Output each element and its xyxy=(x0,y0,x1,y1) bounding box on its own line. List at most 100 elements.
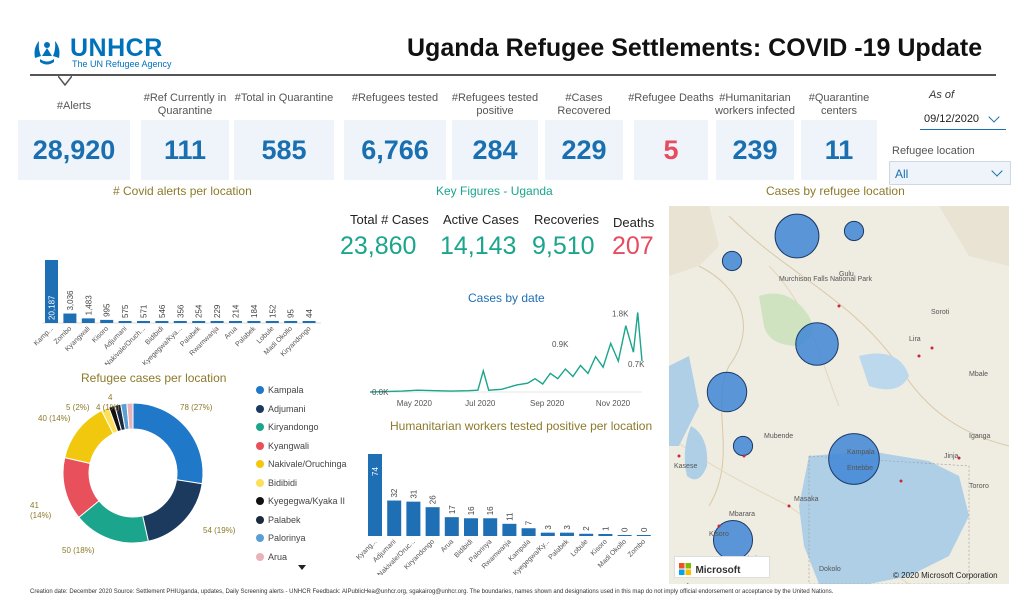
kpi-label: #Humanitarian workers infected xyxy=(714,92,796,117)
map-place-label: Masaka xyxy=(794,496,819,503)
location-value: All xyxy=(895,167,909,181)
legend-scroll-down-icon[interactable] xyxy=(297,564,307,572)
hw-data-label: 26 xyxy=(429,495,438,504)
kpi-label: #Refugees tested positive xyxy=(451,92,539,117)
legend-label: Nakivale/Oruchinga xyxy=(268,459,347,469)
legend-item[interactable]: Bidibidi xyxy=(256,478,297,488)
refugee-map[interactable]: Gulu Murchison Falls National Park Lira Mub… xyxy=(669,206,1009,584)
map-title: Cases by refugee location xyxy=(766,184,905,198)
legend-item[interactable]: Palabek xyxy=(256,515,301,525)
hw-category-label: Zombo xyxy=(627,538,647,558)
page-title: Uganda Refugee Settlements: COVID -19 Up… xyxy=(407,34,983,62)
donut-slice xyxy=(132,402,204,485)
kpi-value: 111 xyxy=(141,120,229,180)
kpi-value: 6,766 xyxy=(344,120,446,180)
legend-swatch xyxy=(256,478,264,487)
map-place-label: Mubende xyxy=(764,433,793,440)
hw-bar xyxy=(560,532,574,536)
donut-data-label: 78 (27%) xyxy=(180,403,213,412)
hw-bar-chart: 74Kyang...32Adjumani31Nakivale/Oruc...26… xyxy=(355,454,651,575)
legend-item[interactable]: Kiryandongo xyxy=(256,422,319,432)
legend-swatch xyxy=(256,460,264,468)
kpi-label: #Total in Quarantine xyxy=(234,92,334,104)
kpi-value: 239 xyxy=(716,120,794,180)
kpi-label: #Ref Currently in Quarantine xyxy=(143,92,227,117)
map-bubble[interactable] xyxy=(706,371,748,413)
legend-item[interactable]: Palorinya xyxy=(256,533,306,543)
alerts-bar xyxy=(247,321,261,323)
kpi-value: 284 xyxy=(452,120,538,180)
alerts-data-label: 575 xyxy=(121,304,130,318)
legend-item[interactable]: Nakivale/Oruchinga xyxy=(256,459,347,469)
alerts-bar xyxy=(155,321,169,323)
legend-item[interactable]: Adjumani xyxy=(256,404,306,414)
hw-bar xyxy=(464,518,478,536)
line-x-tick: Nov 2020 xyxy=(596,399,631,408)
kf-value-recoveries: 9,510 xyxy=(532,232,595,260)
map-place-label: Kasese xyxy=(674,463,697,470)
legend-swatch xyxy=(256,441,264,450)
legend-item[interactable]: Kampala xyxy=(256,385,304,395)
hw-data-label: 16 xyxy=(486,506,495,515)
map-bubble[interactable] xyxy=(843,220,865,242)
kpi-label: #Refugees tested xyxy=(351,92,439,104)
kf-label-active: Active Cases xyxy=(443,212,519,227)
alerts-category-label: Palabek xyxy=(234,325,257,348)
line-x-tick: Sep 2020 xyxy=(530,399,565,408)
hw-data-label: 3 xyxy=(563,525,572,530)
hw-bar xyxy=(444,517,459,536)
line-x-tick: May 2020 xyxy=(397,399,433,408)
map-place-label: Murchison Falls National Park xyxy=(779,276,872,283)
as-of-label: As of xyxy=(929,89,955,101)
hw-data-label: 11 xyxy=(505,512,514,521)
map-bubble[interactable] xyxy=(795,322,839,366)
legend-swatch xyxy=(256,515,264,524)
hw-data-label: 32 xyxy=(390,488,399,497)
logo-tagline: The UN Refugee Agency xyxy=(72,59,172,69)
donut-data-label: 4 (1%) xyxy=(96,403,120,412)
kpi-value: 585 xyxy=(234,120,334,180)
alerts-bar xyxy=(302,321,316,323)
alerts-data-label: 1,483 xyxy=(84,295,93,316)
alerts-data-label: 214 xyxy=(232,304,241,318)
alerts-bar xyxy=(210,321,224,323)
kf-label-total: Total # Cases xyxy=(350,212,429,227)
legend-swatch xyxy=(256,552,264,561)
map-bubbles xyxy=(706,213,880,561)
alerts-data-label: 184 xyxy=(250,304,259,318)
hw-bar xyxy=(425,507,440,536)
date-select[interactable]: 09/12/2020 xyxy=(920,108,1006,130)
kpi-label: #Cases Recovered xyxy=(557,92,611,117)
map-bubble[interactable] xyxy=(774,213,820,259)
refugee-cases-donut-chart: 78 (27%) 54 (19%) 50 (18%) 41(14%) 40 (14%) 5… xyxy=(30,393,236,555)
kpi-value: 5 xyxy=(634,120,708,180)
location-filter-label: Refugee location xyxy=(892,145,975,157)
legend-label: Bidibidi xyxy=(268,477,298,488)
alerts-data-label: 571 xyxy=(140,304,149,318)
hw-bar xyxy=(579,533,594,536)
legend-swatch xyxy=(256,404,264,413)
hw-data-label: 7 xyxy=(525,520,534,525)
legend-swatch xyxy=(256,497,264,505)
alerts-bar xyxy=(265,321,279,323)
legend-label: Palabek xyxy=(268,514,301,525)
donut-slice xyxy=(126,402,134,430)
legend-item[interactable]: Arua xyxy=(256,552,287,562)
legend-item[interactable]: Kyangwali xyxy=(256,441,309,451)
map-bubble[interactable] xyxy=(721,250,743,272)
map-attribution: © 2020 Microsoft Corporation xyxy=(893,571,998,580)
bing-label: Microsoft Bing xyxy=(679,565,741,584)
alerts-bar xyxy=(81,318,95,323)
hw-data-label: 16 xyxy=(467,506,476,515)
legend-item[interactable]: Kyegegwa/Kyaka II xyxy=(256,496,345,506)
footer-note: Creation date: December 2020 Source: Set… xyxy=(30,589,834,595)
alerts-chart-title: # Covid alerts per location xyxy=(113,184,252,198)
map-bubble[interactable] xyxy=(828,433,880,485)
map-bubble[interactable] xyxy=(732,435,754,457)
location-select[interactable]: All xyxy=(889,161,1011,185)
hw-data-label: 31 xyxy=(409,489,418,498)
legend-swatch xyxy=(256,534,264,542)
alerts-bar xyxy=(63,313,77,323)
pie-chart-title: Refugee cases per location xyxy=(81,371,227,385)
alerts-bar xyxy=(118,321,132,323)
